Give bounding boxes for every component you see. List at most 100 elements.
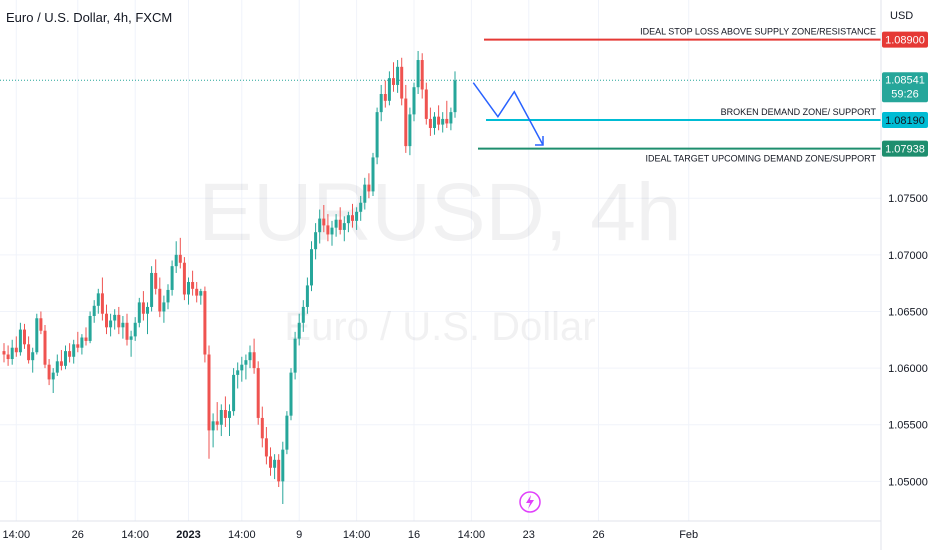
candle [338,207,342,235]
candle-body [264,438,268,457]
candle-body [219,410,223,425]
projection-path [472,82,544,146]
candle [223,396,227,427]
candle-body [2,351,6,355]
candle [318,209,322,244]
candle-body [371,157,375,192]
candle [416,50,420,95]
candle [92,300,96,323]
candle [219,404,223,437]
candle [39,311,43,335]
candle-body [392,78,395,85]
candle [150,266,154,312]
candle-body [252,352,256,369]
price-tag-stop-text: 1.08900 [885,35,925,47]
candle [154,259,158,295]
candle-body [404,98,408,147]
candle [96,288,100,314]
candle-body [387,78,391,101]
candle [326,214,330,242]
chart-title: Euro / U.S. Dollar, 4h, FXCM [6,10,173,25]
candle-body [359,202,363,212]
candle-body [428,118,432,128]
candle [412,82,416,122]
candle-body [424,89,428,119]
candle [342,216,346,242]
candle [35,313,39,355]
candle [375,107,379,165]
candle [305,277,309,314]
price-tick-label: 1.07500 [888,193,928,205]
candle-body [326,225,330,235]
candle [211,413,215,448]
candle-body [43,330,47,365]
candle-body [150,272,154,307]
candle [236,362,240,389]
level-label-stop: IDEAL STOP LOSS ABOVE SUPPLY ZONE/RESIST… [640,27,876,37]
candle [232,368,236,416]
candle [72,339,76,364]
candle [228,404,231,437]
candle [301,300,305,332]
candle-body [277,459,281,482]
candle-body [133,322,137,337]
candle-body [346,215,350,224]
time-tick-label: 14:00 [121,529,149,541]
candle [105,304,108,335]
price-tag-current-countdown: 59:26 [891,88,919,100]
price-tick-label: 1.05000 [888,476,928,488]
candle [297,313,301,346]
candle-body [174,254,178,267]
candle [277,454,281,488]
candle-body [195,288,199,296]
candle-body [59,361,63,366]
candle-body [223,410,227,418]
candle-body [113,314,117,321]
candle [59,349,63,371]
candle-body [232,374,236,412]
candle-body [72,344,76,357]
time-tick-label: 9 [296,529,302,541]
candle [18,322,22,356]
candle-body [396,66,400,85]
candle-body [117,314,121,328]
price-tick-label: 1.05500 [888,420,928,432]
candle [396,60,400,93]
candle-body [334,219,338,228]
candle [273,454,277,480]
candle-body [191,282,195,289]
lightning-icon[interactable] [519,491,541,513]
candle [449,107,453,131]
candle [322,205,326,233]
projection-line [472,82,544,146]
candle [199,288,203,305]
candle-body [215,421,219,425]
candle-body [305,285,309,307]
price-tick-label: 1.06000 [888,363,928,375]
candle [240,356,244,382]
candle-body [379,94,383,113]
price-tags: 1.08900 1.08541 59:26 1.08190 1.07938 [882,31,928,157]
candle-body [355,211,359,221]
candle [117,306,121,335]
candle [293,331,297,380]
candle [68,343,72,363]
candle [55,354,59,377]
candle [363,177,367,210]
candle-body [125,322,129,340]
candle-body [178,254,182,263]
candle-body [92,305,96,316]
candle-body [31,352,35,361]
candle [100,277,104,321]
candle [260,406,264,448]
level-label-target: IDEAL TARGET UPCOMING DEMAND ZONE/SUPPOR… [645,154,876,164]
candle [207,345,211,459]
price-tag-broken-text: 1.08190 [885,115,925,127]
candle [187,277,190,305]
candle-body [433,116,436,128]
candle-body [256,368,260,418]
price-tick-label: 1.07000 [888,250,928,262]
level-label-broken: BROKEN DEMAND ZONE/ SUPPORT [721,107,877,117]
candle-body [141,302,145,314]
